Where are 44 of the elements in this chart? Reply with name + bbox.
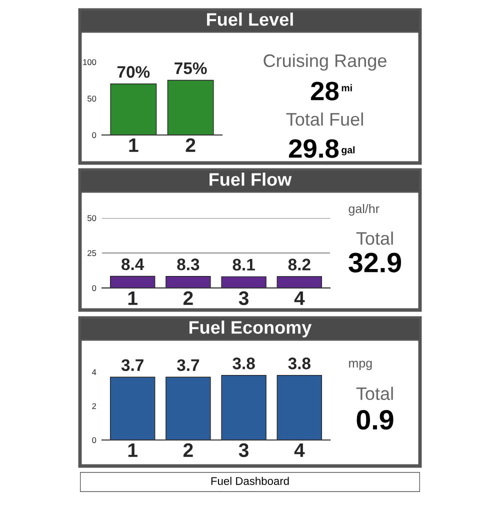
- x-tick-label: 2: [183, 291, 193, 305]
- text: gal: [342, 146, 355, 156]
- y-tick-label: 50: [88, 215, 96, 222]
- data-label: 8.4: [122, 258, 144, 270]
- data-label: 3.8: [232, 358, 255, 370]
- data-label: 3.7: [176, 359, 200, 372]
- x-tick-label: 1: [129, 138, 138, 152]
- chart-title: Fuel Economy: [190, 320, 312, 338]
- text: Cruising Range: [264, 54, 386, 71]
- data-label: 8.2: [288, 258, 310, 270]
- y-tick-label: 0: [92, 132, 96, 138]
- text: mi: [342, 84, 352, 92]
- data-label: 8.3: [177, 258, 200, 270]
- text: 29.8: [288, 139, 339, 158]
- chart-title: Fuel Flow: [210, 172, 292, 186]
- y-axis-title: gal/hr: [348, 204, 380, 216]
- x-tick-label: 4: [294, 443, 305, 457]
- x-tick-label: 4: [294, 291, 305, 305]
- data-label: 75%: [174, 62, 207, 74]
- text: 32.9: [348, 252, 402, 272]
- y-axis-title: mpg: [349, 360, 372, 370]
- text: Total: [356, 386, 393, 400]
- data-label: 3.8: [288, 358, 310, 370]
- text: Total Fuel: [286, 112, 363, 126]
- y-tick-label: 25: [88, 250, 96, 256]
- chart-title: Fuel Level: [207, 12, 293, 26]
- data-label: 3.7: [121, 359, 144, 372]
- y-tick-label: 0: [92, 437, 96, 444]
- y-tick-label: 2: [92, 403, 96, 410]
- y-tick-label: 4: [92, 369, 96, 376]
- x-tick-label: 1: [128, 443, 138, 457]
- x-tick-label: 1: [128, 291, 138, 305]
- text: 28: [310, 82, 339, 100]
- y-tick-label: 50: [88, 96, 96, 102]
- text: Total: [356, 232, 393, 245]
- y-tick-label: 0: [92, 285, 96, 292]
- text: 0.9: [356, 410, 394, 430]
- text: Fuel Dashboard: [211, 476, 289, 485]
- x-tick-label: 3: [238, 443, 249, 458]
- data-label: 8.1: [232, 258, 255, 271]
- y-tick-label: 100: [83, 59, 96, 66]
- x-tick-label: 3: [238, 291, 249, 306]
- x-tick-label: 2: [183, 443, 193, 457]
- data-label: 70%: [117, 66, 150, 78]
